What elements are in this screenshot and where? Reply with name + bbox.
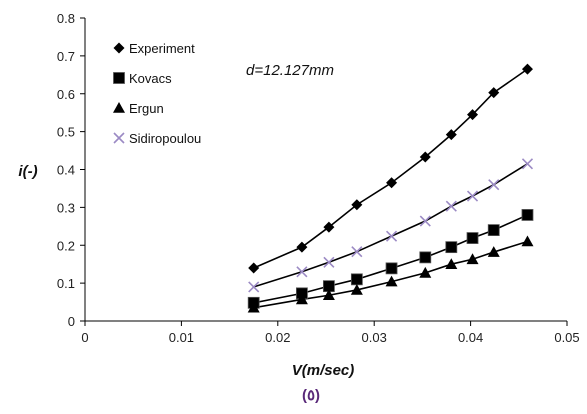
y-tick-label: 0.8 bbox=[57, 11, 75, 26]
legend-ergun-label: Ergun bbox=[129, 101, 164, 116]
ergun-point bbox=[385, 275, 398, 287]
experiment-point bbox=[445, 129, 457, 141]
sidiropoulou-point bbox=[296, 266, 308, 278]
y-tick-label: 0.5 bbox=[57, 125, 75, 140]
sidiropoulou-point bbox=[323, 256, 335, 268]
kovacs-point bbox=[385, 262, 398, 275]
y-tick-label: 0 bbox=[68, 314, 75, 329]
ergun-point bbox=[487, 246, 500, 257]
ergun-point bbox=[322, 289, 335, 301]
y-ticks: 0 0.1 0.2 0.3 0.4 0.5 0.6 0.7 0.8 bbox=[57, 11, 85, 329]
experiment-fit-line bbox=[253, 68, 528, 269]
ergun-point bbox=[247, 301, 260, 313]
legend-kovacs-label: Kovacs bbox=[129, 71, 172, 86]
ergun-point bbox=[521, 235, 534, 247]
x-tick-label: 0.01 bbox=[169, 330, 194, 345]
sidiropoulou-point bbox=[445, 200, 457, 212]
y-tick-label: 0.6 bbox=[57, 87, 75, 102]
kovacs-point bbox=[445, 241, 458, 254]
sidiropoulou-point bbox=[488, 179, 500, 191]
x-tick-label: 0 bbox=[81, 330, 88, 345]
figure-caption: (٥) bbox=[302, 387, 320, 404]
experiment-point bbox=[351, 199, 363, 211]
sidiropoulou-point bbox=[419, 215, 431, 227]
experiment-point bbox=[323, 221, 335, 233]
markers bbox=[247, 63, 534, 313]
sidiropoulou-point bbox=[351, 246, 363, 258]
x-tick-label: 0.02 bbox=[265, 330, 290, 345]
x-tick-label: 0.03 bbox=[362, 330, 387, 345]
y-tick-label: 0.1 bbox=[57, 276, 75, 291]
ergun-point bbox=[350, 283, 363, 295]
sidiropoulou-point bbox=[248, 281, 260, 293]
experiment-point bbox=[488, 87, 500, 99]
experiment-point bbox=[467, 109, 479, 121]
legend-experiment-label: Experiment bbox=[129, 41, 195, 56]
ergun-point bbox=[445, 258, 458, 269]
x-tick-label: 0.05 bbox=[554, 330, 579, 345]
y-axis-title: i(-) bbox=[18, 163, 37, 180]
sidiropoulou-fit-line bbox=[253, 163, 528, 288]
experiment-point bbox=[296, 241, 308, 253]
legend-kovacs-marker bbox=[113, 72, 125, 84]
legend-sidiropoulou-marker bbox=[113, 132, 125, 144]
ergun-fit-line bbox=[253, 240, 528, 309]
ergun-point bbox=[466, 253, 479, 265]
sidiropoulou-point bbox=[466, 190, 479, 202]
sidiropoulou-point bbox=[521, 158, 534, 170]
experiment-point bbox=[419, 151, 431, 163]
diameter-annotation: d=12.127mm bbox=[246, 62, 334, 79]
kovacs-point bbox=[487, 224, 500, 237]
legend-experiment-marker bbox=[113, 42, 125, 54]
y-tick-label: 0.7 bbox=[57, 49, 75, 64]
fit-lines bbox=[253, 68, 528, 309]
experiment-point bbox=[248, 262, 260, 274]
x-axis-title: V(m/sec) bbox=[292, 362, 355, 379]
ergun-point bbox=[419, 266, 432, 278]
y-tick-label: 0.4 bbox=[57, 163, 75, 178]
legend-sidiropoulou-label: Sidiropoulou bbox=[129, 131, 201, 146]
x-ticks: 0 0.01 0.02 0.03 0.04 0.05 bbox=[81, 321, 580, 345]
kovacs-point bbox=[521, 209, 534, 221]
kovacs-point bbox=[466, 232, 479, 244]
legend: Experiment Kovacs Ergun Sidiropoulou bbox=[113, 41, 201, 146]
experiment-point bbox=[521, 63, 533, 75]
ergun-point bbox=[295, 293, 308, 305]
kovacs-point bbox=[350, 273, 363, 286]
kovacs-fit-line bbox=[253, 214, 528, 304]
sidiropoulou-point bbox=[385, 230, 398, 242]
kovacs-point bbox=[419, 251, 432, 264]
y-tick-label: 0.2 bbox=[57, 238, 75, 253]
legend-ergun-marker bbox=[113, 102, 125, 113]
y-tick-label: 0.3 bbox=[57, 200, 75, 215]
x-tick-label: 0.04 bbox=[458, 330, 483, 345]
experiment-point bbox=[386, 177, 398, 189]
